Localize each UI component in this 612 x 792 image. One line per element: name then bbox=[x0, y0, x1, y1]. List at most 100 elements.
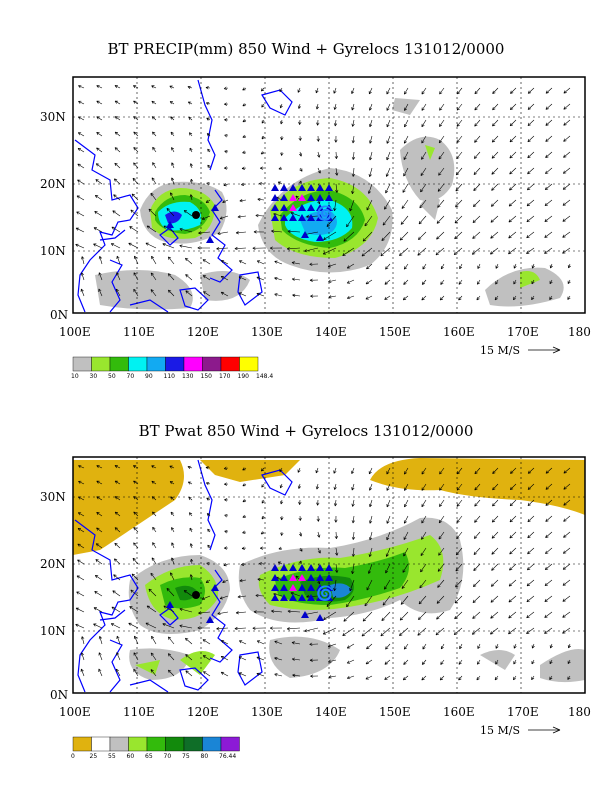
wind-arrow bbox=[368, 467, 373, 475]
x-tick-label: 170E bbox=[507, 325, 539, 339]
wind-arrow bbox=[545, 467, 553, 474]
gyre-triangle-marker bbox=[271, 214, 279, 221]
wind-arrow bbox=[381, 611, 391, 621]
wind-arrow bbox=[185, 670, 193, 677]
wind-arrow bbox=[274, 276, 283, 281]
wind-arrow bbox=[346, 215, 355, 228]
wind-arrow bbox=[545, 119, 553, 126]
wind-arrow bbox=[333, 467, 337, 474]
wind-arrow bbox=[513, 659, 517, 665]
gyre-triangle-marker bbox=[271, 194, 279, 201]
wind-arrow bbox=[170, 192, 175, 201]
wind-arrow bbox=[459, 643, 463, 650]
wind-arrow bbox=[114, 511, 121, 517]
wind-arrow bbox=[237, 215, 247, 219]
wind-arrow bbox=[96, 465, 103, 469]
wind-arrow bbox=[203, 671, 211, 677]
wind-arrow bbox=[531, 675, 535, 681]
wind-arrow bbox=[421, 531, 427, 540]
wind-arrow bbox=[509, 151, 517, 159]
wind-arrow bbox=[439, 675, 445, 681]
wind-arrow bbox=[439, 119, 445, 127]
wind-arrow bbox=[287, 609, 301, 613]
wind-arrow bbox=[259, 182, 265, 186]
wind-arrow bbox=[367, 563, 373, 574]
wind-arrow bbox=[152, 131, 157, 137]
gyre-triangle-marker bbox=[271, 204, 279, 211]
wind-arrow bbox=[549, 295, 553, 300]
wind-arrow bbox=[351, 467, 355, 475]
wind-arrow bbox=[216, 627, 229, 631]
wind-arrow bbox=[508, 595, 517, 603]
wind-arrow bbox=[438, 531, 445, 540]
wind-arrow bbox=[544, 199, 553, 206]
wind-arrow bbox=[563, 499, 571, 506]
wind-arrow bbox=[545, 547, 553, 554]
wind-arrow bbox=[333, 103, 337, 110]
wind-arrow bbox=[133, 272, 139, 281]
gyre-triangle-marker bbox=[271, 594, 279, 601]
wind-arrow bbox=[526, 579, 535, 587]
gyre-triangle-marker bbox=[271, 184, 279, 191]
wind-arrow bbox=[114, 100, 121, 105]
wind-arrow bbox=[369, 515, 373, 524]
wind-arrow bbox=[527, 103, 535, 110]
wind-arrow bbox=[185, 274, 193, 281]
wind-arrow bbox=[297, 483, 302, 489]
wind-arrow bbox=[474, 467, 481, 475]
wind-arrow bbox=[133, 527, 139, 533]
wind-arrow bbox=[151, 116, 157, 121]
wind-arrow bbox=[421, 659, 427, 665]
wind-arrow bbox=[549, 279, 553, 285]
x-tick-label: 150E bbox=[379, 325, 411, 339]
wind-arrow bbox=[509, 103, 517, 111]
wind-arrow bbox=[437, 199, 445, 208]
wind-arrow bbox=[78, 116, 85, 121]
wind-arrow bbox=[190, 558, 194, 565]
wind-arrow bbox=[567, 279, 571, 285]
wind-arrow bbox=[455, 547, 463, 556]
wind-arrow bbox=[438, 135, 445, 144]
wind-arrow bbox=[369, 499, 373, 508]
wind-arrow bbox=[113, 574, 121, 581]
wind-arrow bbox=[454, 215, 463, 224]
wind-arrow bbox=[438, 151, 445, 160]
wind-arrow bbox=[95, 543, 103, 549]
wind-arrow bbox=[368, 151, 373, 161]
gyre-triangle-marker bbox=[316, 204, 324, 211]
wind-arrow bbox=[242, 499, 247, 503]
wind-arrow bbox=[222, 579, 229, 583]
wind-arrow bbox=[224, 546, 229, 550]
wind-arrow bbox=[280, 499, 284, 505]
wind-arrow bbox=[309, 262, 319, 266]
wind-arrow bbox=[334, 151, 338, 159]
wind-arrow bbox=[563, 515, 571, 522]
gyre-triangle-marker bbox=[280, 594, 288, 601]
colorbar-swatch bbox=[128, 736, 148, 752]
wind-arrow bbox=[315, 87, 319, 94]
wind-arrow bbox=[315, 103, 319, 110]
map-frame bbox=[72, 456, 586, 694]
gyre-triangle-marker bbox=[325, 214, 333, 221]
wind-arrow bbox=[148, 588, 157, 597]
wind-arrow bbox=[545, 151, 553, 158]
wind-arrow bbox=[151, 85, 157, 89]
x-tick-label: 120E bbox=[187, 325, 219, 339]
gyre-triangle-marker bbox=[280, 204, 288, 211]
wind-arrow bbox=[240, 182, 247, 186]
wind-arrow bbox=[403, 643, 409, 650]
wind-arrow bbox=[290, 212, 301, 217]
gyre-triangle-marker bbox=[325, 204, 333, 211]
wind-arrow bbox=[188, 496, 193, 501]
pwat-colorbar: 0 25 55 60 65 70 75 80 76.44 bbox=[71, 736, 240, 760]
wind-arrow bbox=[234, 626, 247, 631]
wind-arrow bbox=[544, 215, 553, 222]
wind-arrow bbox=[219, 595, 229, 600]
x-tick-label: 110E bbox=[123, 705, 155, 719]
wind-arrow bbox=[362, 231, 373, 242]
wind-arrow bbox=[183, 210, 193, 217]
wind-arrow bbox=[346, 675, 355, 680]
wind-arrow bbox=[562, 183, 571, 190]
colorbar-label: 110 bbox=[164, 373, 176, 380]
wind-arrow bbox=[298, 531, 303, 537]
